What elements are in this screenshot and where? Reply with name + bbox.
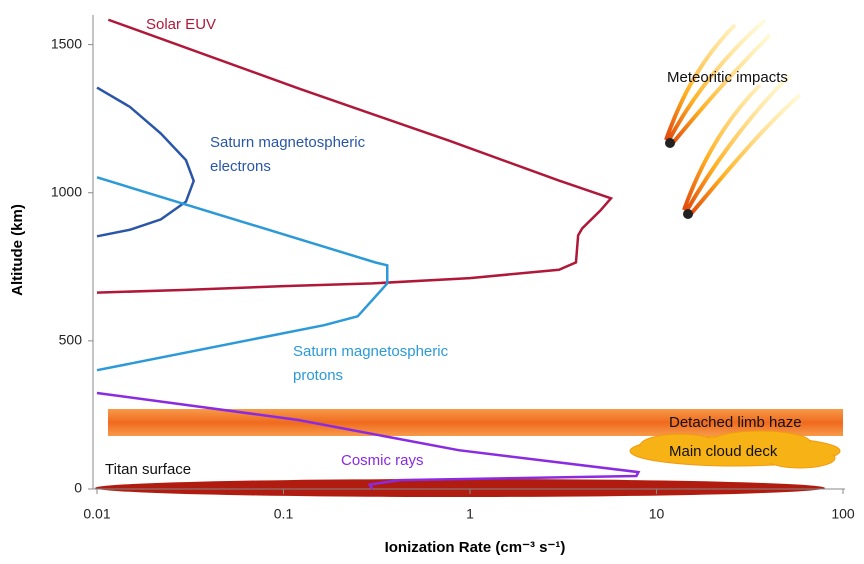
y-tick-label: 0 (74, 480, 82, 496)
annotation: Main cloud deck (669, 443, 778, 460)
series-line (96, 18, 614, 294)
series-label: protons (293, 367, 343, 384)
y-tick-label: 1500 (51, 35, 82, 51)
annotation: Meteoritic impacts (667, 69, 788, 86)
x-tick-label: 0.1 (274, 506, 294, 522)
series-label: Cosmic rays (341, 452, 424, 469)
series-line (96, 176, 389, 372)
x-tick-label: 1 (466, 506, 474, 522)
x-axis-title: Ionization Rate (cm⁻³ s⁻¹) (385, 539, 566, 556)
surface (95, 479, 825, 497)
meteor (664, 18, 772, 148)
series-label: Solar EUV (146, 16, 216, 33)
y-tick-label: 1000 (51, 183, 82, 199)
meteor (682, 73, 802, 219)
cloud (629, 430, 841, 469)
x-tick-label: 10 (649, 506, 665, 522)
x-tick-label: 0.01 (83, 506, 110, 522)
series-label: electrons (210, 158, 271, 175)
series-line (96, 86, 196, 238)
x-tick-label: 100 (831, 506, 855, 522)
series-label: Saturn magnetospheric (210, 134, 366, 151)
series-label: Saturn magnetospheric (293, 343, 449, 360)
annotation: Detached limb haze (669, 414, 802, 431)
y-tick-label: 500 (59, 332, 83, 348)
haze-band (108, 409, 843, 436)
series-line (96, 391, 641, 490)
annotation: Titan surface (105, 461, 191, 478)
y-axis-title: Altitude (km) (9, 204, 26, 296)
